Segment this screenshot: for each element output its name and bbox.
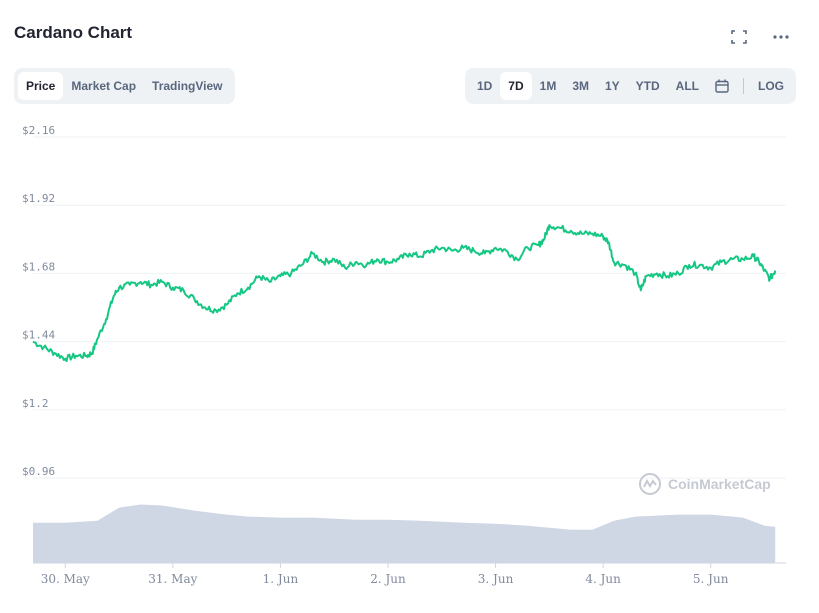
range-1m[interactable]: 1M [539,79,557,93]
range-ytd[interactable]: YTD [635,79,660,93]
range-1d[interactable]: 1D [476,79,493,93]
y-tick-label: $2.16 [22,124,55,137]
x-tick-label: 1. Jun [263,572,299,586]
grid-lines [33,136,786,479]
range-3m[interactable]: 3M [572,79,589,93]
tab-market-cap[interactable]: Market Cap [71,79,137,93]
x-tick-label: 3. Jun [478,572,514,586]
y-axis-labels: $0.96 $1.2 $1.44 $1.68 $1.92 $2.16 [22,124,55,478]
watermark-text: CoinMarketCap [668,476,771,492]
fullscreen-icon[interactable] [729,28,749,46]
y-tick-label: $1.92 [22,192,55,205]
chart-actions [729,28,791,46]
log-toggle[interactable]: LOG [758,79,784,93]
y-tick-label: $0.96 [22,465,55,478]
range-7d[interactable]: 7D [500,72,532,100]
range-separator [743,78,744,94]
coinmarketcap-logo-icon [639,473,661,495]
range-all[interactable]: ALL [675,79,699,93]
volume-area [33,504,776,563]
x-tick-label: 31. May [148,572,197,586]
y-tick-label: $1.68 [22,260,55,273]
x-tick-label: 30. May [41,572,90,586]
x-tick-label: 5. Jun [693,572,729,586]
range-tab-group: 1D 7D 1M 3M 1Y YTD ALL LOG [464,68,796,104]
tab-tradingview[interactable]: TradingView [152,79,223,93]
x-tick-label: 4. Jun [585,572,621,586]
watermark: CoinMarketCap [638,472,771,496]
tab-price[interactable]: Price [18,72,64,100]
view-tab-group: Price Market Cap TradingView [14,68,235,104]
calendar-icon[interactable] [707,72,737,100]
x-axis-labels: 30. May 31. May 1. Jun 2. Jun 3. Jun 4. Jun 5.… [33,562,786,586]
page-title: Cardano Chart [14,23,133,42]
price-line [32,224,777,363]
y-tick-label: $1.2 [22,397,49,410]
x-tick-label: 2. Jun [370,572,406,586]
y-tick-label: $1.44 [22,329,55,342]
more-icon[interactable] [771,28,791,46]
range-1y[interactable]: 1Y [604,79,620,93]
